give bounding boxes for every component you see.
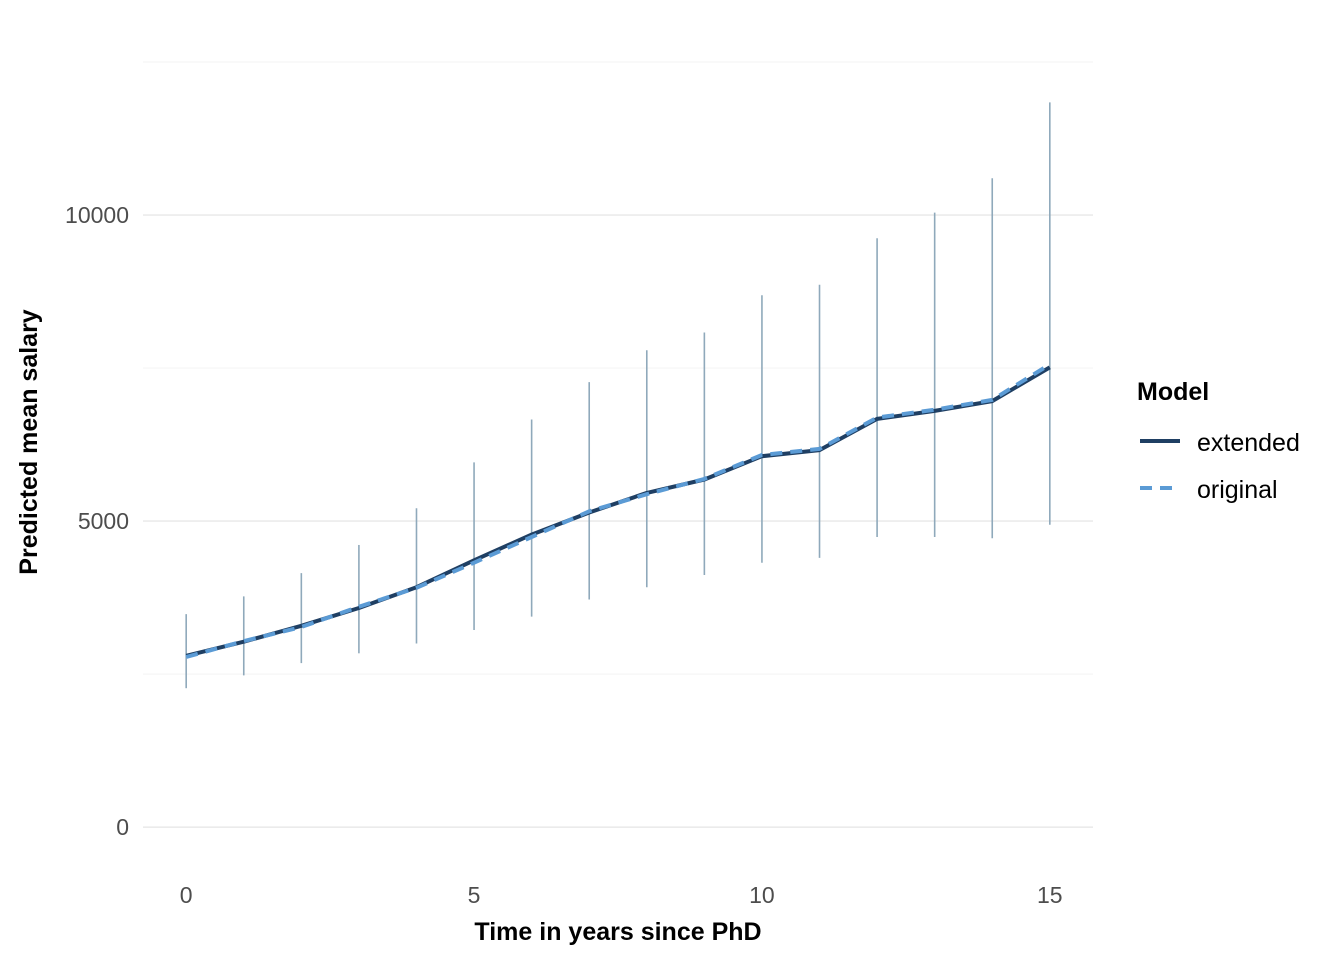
tick-labels: 0 5000 10000 0 5 10 15 — [65, 202, 1063, 908]
y-axis-title: Predicted mean salary — [15, 309, 43, 575]
legend-items: extended original — [1140, 429, 1300, 504]
legend-title: Model — [1137, 378, 1209, 406]
legend: Model extended original — [1137, 378, 1300, 504]
series-line-original — [185, 362, 1051, 659]
y-tick-label: 10000 — [65, 202, 129, 228]
y-tick-label: 0 — [116, 814, 129, 840]
x-tick-label: 0 — [180, 882, 193, 908]
y-tick-label: 5000 — [78, 508, 129, 534]
prediction-intervals — [185, 102, 1051, 689]
x-tick-label: 5 — [468, 882, 481, 908]
x-tick-label: 10 — [749, 882, 775, 908]
legend-item-original: original — [1140, 476, 1278, 504]
x-axis-title: Time in years since PhD — [474, 918, 761, 946]
grid-lines — [143, 61, 1093, 828]
x-tick-label: 15 — [1037, 882, 1063, 908]
legend-item-extended: extended — [1140, 429, 1300, 457]
legend-label: original — [1197, 476, 1278, 504]
series-line-extended — [185, 365, 1051, 658]
legend-label: extended — [1197, 429, 1300, 457]
series-lines — [185, 362, 1051, 659]
